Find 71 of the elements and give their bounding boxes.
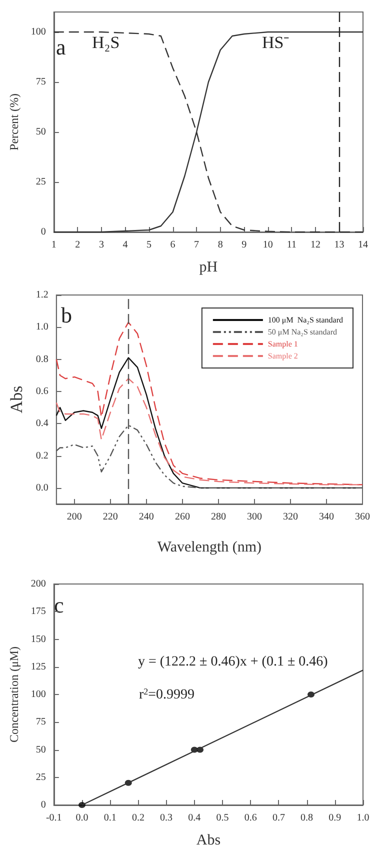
x-tick-label: 0.6 [244,812,257,824]
x-axis-title: pH [199,260,218,276]
x-tick-label: 1 [51,240,56,250]
y-axis-title: Percent (%) [7,94,21,150]
x-tick-label: 280 [210,512,226,522]
x-tick-label: 10 [262,240,273,250]
x-tick-label: -0.1 [46,812,62,824]
y-tick-label: 200 [30,578,46,590]
x-tick-label: 0.4 [188,812,201,824]
text: Sample 1 [268,340,298,348]
y-tick-label: 1.2 [36,290,48,300]
x-tick-label: 260 [174,512,190,522]
y-tick-label: 0.6 [36,386,48,397]
x-tick-label: 1.0 [356,812,370,824]
y-tick-label: 0.0 [36,482,48,494]
x-tick-label: 3 [98,240,104,250]
annotation: a [56,34,66,60]
x-tick-label: 9 [242,240,247,250]
x-tick-label: 11 [286,240,296,250]
x-tick-label: 4 [122,240,128,250]
y-tick-label: 0.8 [36,354,48,365]
y-tick-label: 50 [36,744,46,756]
y-tick-label: 50 [36,126,46,138]
x-tick-label: 0.1 [104,812,116,824]
y-tick-label: 0 [40,226,46,238]
text: Sample 2 [268,352,298,360]
y-tick-label: 25 [36,176,46,188]
y-axis-title: Concentration (μM) [7,646,21,743]
y-tick-label: 100 [30,26,46,38]
x-tick-label: 200 [66,512,82,522]
x-tick-label: 13 [334,240,344,250]
y-tick-label: 175 [30,606,46,618]
y-tick-label: 1.0 [36,322,48,333]
x-tick-label: 340 [318,512,334,522]
x-tick-label: 0.8 [300,812,314,824]
y-tick-label: 0.4 [36,418,48,430]
x-axis-title: Wavelength (nm) [157,540,262,556]
x-tick-label: 0.2 [132,812,144,824]
y-tick-label: 125 [30,661,46,672]
x-tick-label: 240 [138,512,154,522]
x-tick-label: 360 [355,512,370,522]
annotation: H₂S [92,33,120,52]
x-tick-label: 0.7 [272,812,285,824]
x-tick-label: 6 [170,240,176,250]
x-tick-label: 320 [282,512,298,522]
text: 50 μM Na₂S standard [268,328,338,336]
y-tick-label: 75 [36,716,46,728]
x-axis-title: Abs [196,832,221,848]
x-tick-label: 2 [75,240,80,250]
annotation: HS⁻ [262,33,290,52]
x-tick-label: 300 [246,512,262,522]
text: 100 μM Na₂S standard [268,316,344,324]
y-tick-label: 25 [36,772,46,783]
y-tick-label: 0 [40,800,46,810]
x-tick-label: 0.3 [160,812,173,824]
y-tick-label: 75 [36,76,46,88]
y-tick-label: 150 [30,634,46,645]
x-tick-label: 12 [310,240,320,250]
y-tick-label: 100 [30,689,46,700]
x-tick-label: 14 [358,240,368,250]
x-tick-label: 0.9 [328,812,342,824]
y-axis-title: Abs [7,386,26,414]
annotation: y = (122.2 ± 0.46)x + (0.1 ± 0.46) [138,654,328,670]
x-tick-label: 0.5 [216,812,229,824]
x-tick-label: 8 [218,240,223,250]
x-tick-label: 7 [194,240,200,250]
x-tick-label: 5 [146,240,152,250]
annotation: b [61,302,72,328]
x-tick-label: 220 [102,512,118,522]
x-tick-label: 0.0 [76,812,88,824]
y-tick-label: 0.2 [36,450,48,462]
